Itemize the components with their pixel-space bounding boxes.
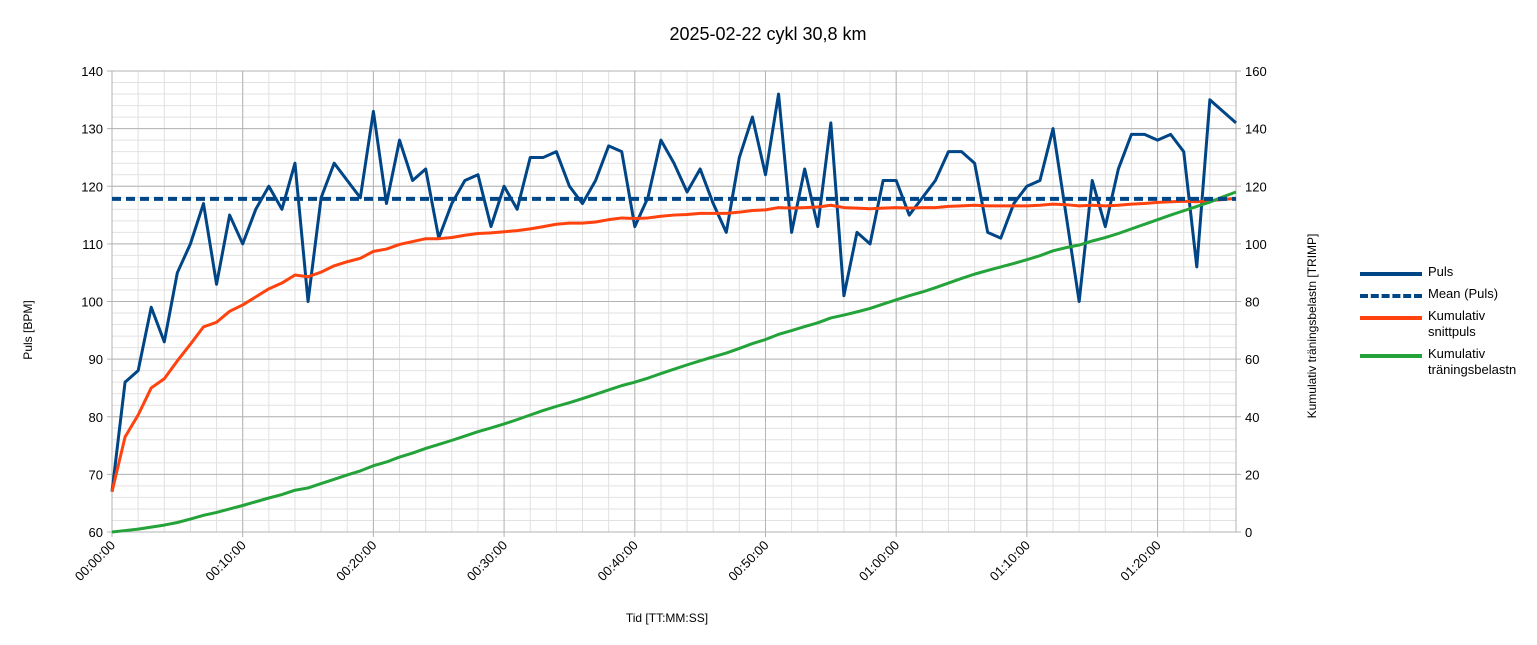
legend-swatch <box>1360 316 1422 320</box>
y-tick-label: 120 <box>81 179 103 194</box>
legend-entry: Kumulativ snittpuls <box>1360 308 1530 340</box>
y-axis-label: Puls [BPM] <box>21 300 35 359</box>
legend-label: Puls <box>1428 264 1454 279</box>
y2-tick-label: 80 <box>1245 295 1259 310</box>
y-tick-label: 110 <box>82 237 103 252</box>
series-line <box>110 92 1237 492</box>
legend-entry: Mean (Puls) <box>1360 286 1530 302</box>
x-tick-label: 00:30:00 <box>464 538 510 584</box>
legend-swatch <box>1360 354 1422 358</box>
legend: Puls Mean (Puls) Kumulativ snittpuls Kumula… <box>1360 264 1530 384</box>
series-line <box>111 190 1237 534</box>
y-tick-label: 90 <box>89 352 103 367</box>
x-tick-label: 00:00:00 <box>72 538 118 584</box>
legend-label: Kumulativ träningsbelastn <box>1428 346 1517 377</box>
y2-axis-label: Kumulativ träningsbelastn [TRIMP] <box>1305 234 1319 419</box>
x-tick-label: 01:20:00 <box>1117 538 1163 584</box>
legend-entry: Puls <box>1360 264 1530 280</box>
y2-tick-label: 160 <box>1245 64 1267 79</box>
x-tick-label: 00:40:00 <box>595 538 641 584</box>
legend-label: Kumulativ snittpuls <box>1428 308 1486 339</box>
y2-tick-label: 60 <box>1245 352 1259 367</box>
legend-label: Mean (Puls) <box>1428 286 1499 301</box>
x-tick-label: 00:50:00 <box>725 538 771 584</box>
y-tick-label: 140 <box>81 64 103 79</box>
y2-tick-label: 120 <box>1245 179 1267 194</box>
y2-tick-label: 140 <box>1245 122 1267 137</box>
plot-border <box>111 70 1237 533</box>
y2-tick-label: 100 <box>1245 237 1267 252</box>
y-tick-label: 80 <box>89 410 103 425</box>
y-tick-label: 100 <box>81 295 103 310</box>
y-tick-label: 130 <box>81 122 103 137</box>
y2-tick-label: 40 <box>1245 410 1259 425</box>
y2-tick-label: 0 <box>1245 525 1252 540</box>
x-axis-label: Tid [TT:MM:SS] <box>626 611 708 625</box>
y-tick-label: 70 <box>89 467 103 482</box>
y-tick-label: 60 <box>89 525 103 540</box>
legend-swatch <box>1360 294 1422 298</box>
legend-entry: Kumulativ träningsbelastn <box>1360 346 1530 378</box>
y2-tick-label: 20 <box>1245 467 1259 482</box>
x-tick-label: 01:00:00 <box>856 538 902 584</box>
x-tick-label: 01:10:00 <box>987 538 1033 584</box>
legend-swatch <box>1360 272 1422 276</box>
x-tick-label: 00:20:00 <box>333 538 379 584</box>
series-line <box>110 196 1237 493</box>
x-tick-label: 00:10:00 <box>202 538 248 584</box>
chart-title: 2025-02-22 cykl 30,8 km <box>669 24 866 44</box>
